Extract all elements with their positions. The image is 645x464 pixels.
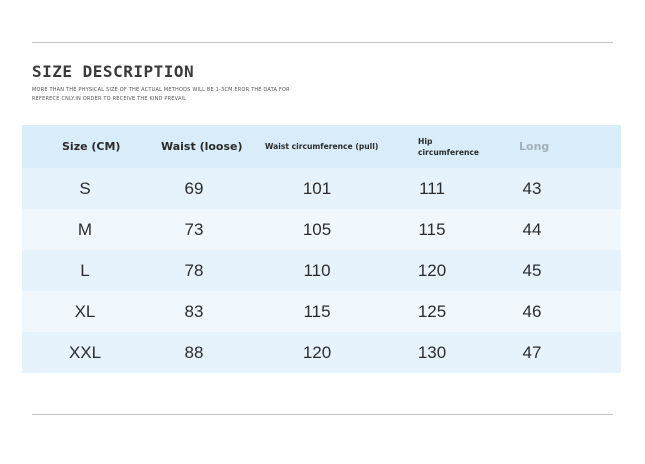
cell-waist-loose: 69 — [184, 178, 204, 198]
cell-waist-circumference: 105 — [302, 219, 332, 239]
header-long: Long — [519, 140, 550, 153]
size-table: Size (CM) Waist (loose) Waist circumfere… — [22, 125, 621, 373]
cell-hip-circumference: 125 — [417, 301, 447, 321]
cell-size: XL — [74, 301, 96, 321]
header-size: Size (CM) — [62, 140, 121, 153]
table-row: S 69 101 111 43 — [22, 168, 621, 209]
cell-waist-circumference: 120 — [302, 342, 332, 362]
cell-long: 46 — [522, 301, 542, 321]
header-hip-circumference: Hip circumference — [418, 136, 480, 157]
cell-waist-loose: 73 — [184, 219, 204, 239]
cell-waist-loose: 88 — [184, 342, 204, 362]
cell-hip-circumference: 111 — [419, 178, 445, 198]
table-row: XL 83 115 125 46 — [22, 291, 621, 332]
cell-long: 47 — [522, 342, 542, 362]
bottom-divider — [32, 414, 613, 415]
cell-waist-circumference: 101 — [302, 178, 332, 198]
table-header-row: Size (CM) Waist (loose) Waist circumfere… — [22, 125, 621, 168]
cell-size: L — [80, 260, 90, 280]
table-row: L 78 110 120 45 — [22, 250, 621, 291]
cell-hip-circumference: 130 — [417, 342, 447, 362]
cell-long: 43 — [522, 178, 542, 198]
cell-waist-circumference: 110 — [303, 260, 331, 280]
cell-long: 45 — [522, 260, 542, 280]
cell-waist-loose: 83 — [184, 301, 204, 321]
cell-size: S — [79, 178, 91, 198]
table-row: XXL 88 120 130 47 — [22, 332, 621, 373]
cell-long: 44 — [522, 219, 542, 239]
table-row: M 73 105 115 44 — [22, 209, 621, 250]
cell-size: M — [77, 219, 93, 239]
header-waist-circumference: Waist circumference (pull) — [265, 142, 379, 151]
header-waist-loose: Waist (loose) — [161, 140, 243, 153]
cell-hip-circumference: 120 — [417, 260, 447, 280]
cell-size: XXL — [68, 342, 102, 362]
top-divider — [32, 42, 613, 43]
cell-waist-loose: 78 — [184, 260, 204, 280]
size-note: MORE THAN THE PHYSICAL SIZE OF THE ACTUA… — [32, 87, 290, 102]
cell-waist-circumference: 115 — [303, 301, 331, 321]
cell-hip-circumference: 115 — [418, 219, 446, 239]
page-title: SIZE DESCRIPTION — [32, 62, 195, 81]
